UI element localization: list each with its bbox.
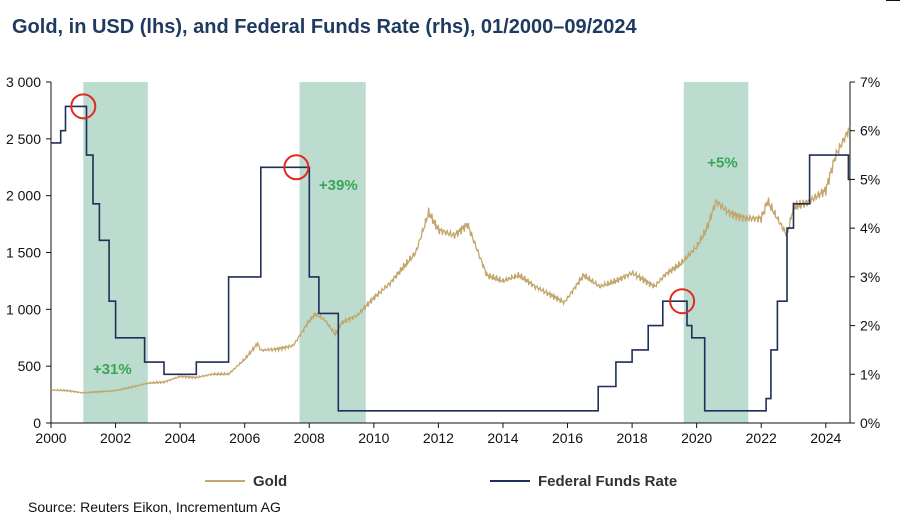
annotation-1: +31% (93, 361, 132, 378)
y-left-tick-label-4: 2 000 (6, 188, 41, 204)
x-tick-label-2014: 2014 (487, 430, 518, 446)
y-right-tick-label-7: 7% (860, 74, 880, 90)
y-right-tick-label-4: 4% (860, 220, 880, 236)
legend-ffr-label: Federal Funds Rate (538, 473, 677, 490)
x-tick-label-2000: 2000 (35, 430, 66, 446)
y-left-tick-label-3: 1 500 (6, 245, 41, 261)
corner-mark (886, 0, 900, 1)
x-tick-label-2002: 2002 (100, 430, 131, 446)
highlight-circle-1 (70, 93, 97, 120)
x-tick-label-2004: 2004 (165, 430, 196, 446)
gold-line (51, 126, 851, 394)
highlight-circle-3 (669, 288, 696, 315)
series-lines (51, 105, 851, 412)
source-note: Source: Reuters Eikon, Incrementum AG (28, 499, 281, 515)
x-axis-ticks: 2000 2002 2004 2006 2008 2010 2012 2014 2016 2018… (35, 423, 842, 446)
x-tick-label-2012: 2012 (423, 430, 454, 446)
ffr-line (51, 105, 850, 412)
y-left-tick-label-2: 1 000 (6, 301, 41, 317)
shaded-period-3 (683, 82, 749, 423)
y-right-tick-label-0: 0% (860, 415, 880, 431)
x-tick-label-2008: 2008 (294, 430, 325, 446)
y-right-tick-label-1: 1% (860, 366, 880, 382)
y-right-tick-label-5: 5% (860, 171, 880, 187)
y-right-tick-label-3: 3% (860, 269, 880, 285)
x-tick-label-2018: 2018 (617, 430, 648, 446)
x-tick-label-2020: 2020 (681, 430, 712, 446)
y-left-tick-label-5: 2 500 (6, 131, 41, 147)
shaded-period-1 (83, 82, 148, 423)
shaded-periods (83, 82, 749, 423)
y-left-tick-label-6: 3 000 (6, 74, 41, 90)
y-left-tick-label-1: 500 (18, 358, 42, 374)
y-left-axis-ticks: 0 500 1 000 1 500 2 000 2 500 3 000 (6, 74, 51, 431)
y-right-tick-label-2: 2% (860, 318, 880, 334)
x-tick-label-2006: 2006 (229, 430, 260, 446)
annotation-3: +5% (707, 154, 737, 171)
legend-gold-label: Gold (253, 473, 287, 490)
legend: Gold Federal Funds Rate (205, 473, 677, 490)
y-right-axis-ticks: 0% 1% 2% 3% 4% 5% 6% 7% (850, 74, 880, 431)
annotations: +31% +39% +5% (70, 93, 738, 378)
x-tick-label-2022: 2022 (746, 430, 777, 446)
annotation-2: +39% (319, 177, 358, 194)
x-tick-label-2016: 2016 (552, 430, 583, 446)
y-left-tick-label-0: 0 (33, 415, 41, 431)
chart-title: Gold, in USD (lhs), and Federal Funds Ra… (12, 16, 637, 38)
y-right-tick-label-6: 6% (860, 123, 880, 139)
x-tick-label-2010: 2010 (358, 430, 389, 446)
highlight-circle-2 (283, 154, 310, 181)
shaded-period-2 (299, 82, 366, 423)
x-tick-label-2024: 2024 (810, 430, 841, 446)
